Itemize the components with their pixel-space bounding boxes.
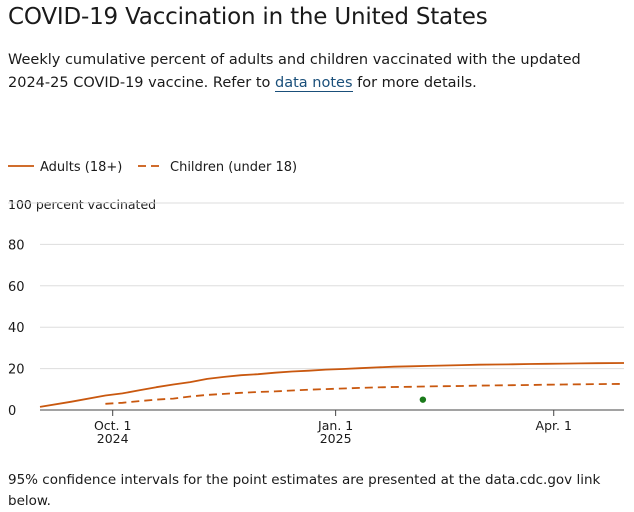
- footnote: 95% confidence intervals for the point e…: [8, 472, 601, 509]
- legend-label-children: Children (under 18): [170, 160, 297, 175]
- legend-label-adults: Adults (18+): [40, 160, 122, 175]
- y-tick-label-80: 80: [8, 238, 25, 253]
- data-notes-link[interactable]: data notes: [275, 75, 353, 92]
- x-tick-year-1: 2025: [320, 431, 352, 446]
- legend: Adults (18+) Children (under 18): [8, 160, 297, 175]
- x-tick-year-0: 2024: [97, 431, 129, 446]
- gridlines: 0 20 40 60 80: [8, 202, 624, 419]
- vaccination-line-chart: Adults (18+) Children (under 18) 100 per…: [8, 160, 625, 446]
- x-tick-label-2: Apr. 1: [536, 418, 572, 433]
- series-lines: [39, 362, 625, 408]
- x-tick-label-0: Oct. 1: [94, 418, 132, 433]
- y-axis-label: 100 percent vaccinated: [8, 197, 156, 212]
- y-tick-label-20: 20: [8, 363, 25, 378]
- chart-subtitle: Weekly cumulative percent of adults and …: [8, 49, 618, 95]
- marker-point-0: [419, 396, 427, 403]
- chart-title: COVID-19 Vaccination in the United State…: [8, 4, 488, 30]
- point-markers: [419, 396, 427, 403]
- series-line-children: [105, 383, 625, 405]
- subtitle-text: Weekly cumulative percent of adults and …: [8, 52, 581, 91]
- y-tick-label-0: 0: [8, 404, 16, 419]
- subtitle-text-end: for more details.: [352, 75, 477, 91]
- y-tick-label-40: 40: [8, 321, 25, 336]
- series-line-adults: [39, 362, 625, 408]
- x-tick-label-1: Jan. 1: [317, 418, 353, 433]
- y-tick-label-60: 60: [8, 280, 25, 295]
